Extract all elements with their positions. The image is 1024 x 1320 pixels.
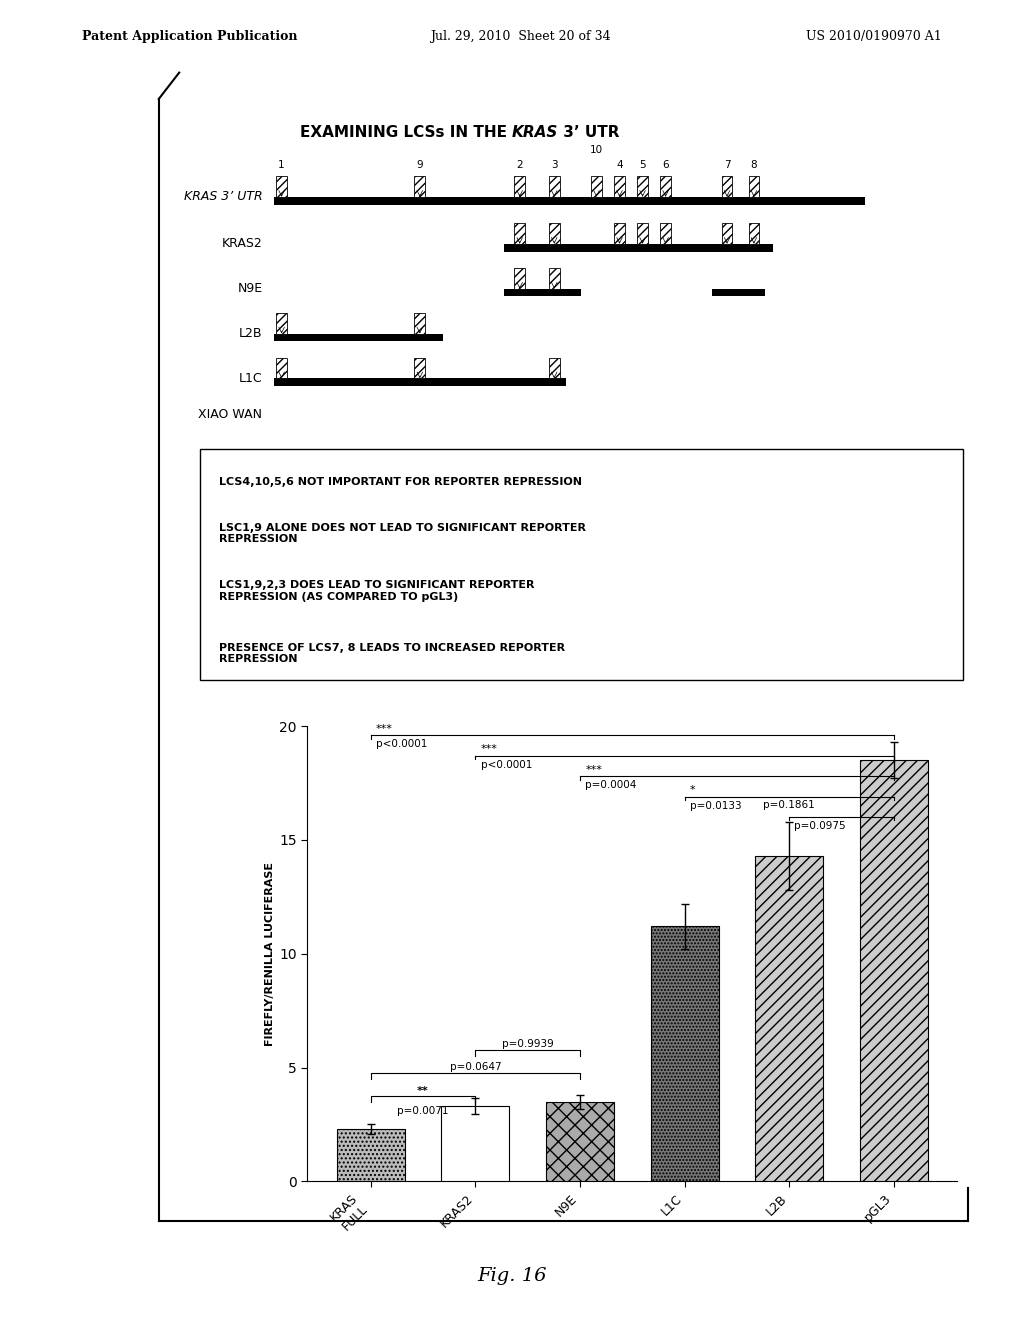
Text: 9: 9 (417, 161, 423, 170)
Bar (549, 223, 559, 244)
Bar (514, 177, 525, 197)
Text: Jul. 29, 2010  Sheet 20 of 34: Jul. 29, 2010 Sheet 20 of 34 (430, 30, 610, 44)
Text: ***: *** (480, 744, 498, 755)
Bar (276, 313, 287, 334)
Text: p=0.0071: p=0.0071 (397, 1106, 449, 1117)
Bar (276, 358, 287, 379)
Text: p<0.0001: p<0.0001 (480, 760, 532, 770)
Text: 2: 2 (516, 161, 523, 170)
Y-axis label: FIREFLY/RENILLA LUCIFERASE: FIREFLY/RENILLA LUCIFERASE (265, 862, 275, 1045)
Bar (505, 244, 773, 252)
Text: L1C: L1C (239, 372, 262, 385)
Bar (591, 177, 602, 197)
Text: p=0.1861: p=0.1861 (763, 800, 815, 810)
Text: 6: 6 (663, 161, 669, 170)
Bar (756, 855, 823, 1181)
Text: 1: 1 (279, 161, 285, 170)
Text: XIAO WAN: XIAO WAN (199, 408, 262, 421)
Bar (505, 289, 582, 297)
Text: Fig. 16: Fig. 16 (477, 1267, 547, 1286)
Bar (274, 334, 443, 342)
Text: LCS4,10,5,6 NOT IMPORTANT FOR REPORTER REPRESSION: LCS4,10,5,6 NOT IMPORTANT FOR REPORTER R… (219, 477, 582, 487)
Text: KRAS2: KRAS2 (221, 238, 262, 251)
Bar (337, 1129, 404, 1181)
Text: 3’ UTR: 3’ UTR (558, 125, 620, 140)
Text: KRAS 3’ UTR: KRAS 3’ UTR (183, 190, 262, 203)
Text: p<0.0001: p<0.0001 (376, 739, 427, 750)
Text: p=0.0004: p=0.0004 (586, 780, 637, 791)
Text: Patent Application Publication: Patent Application Publication (82, 30, 297, 44)
Bar (514, 268, 525, 289)
Text: EXAMINING LCSs IN THE: EXAMINING LCSs IN THE (300, 125, 512, 140)
Text: 7: 7 (724, 161, 730, 170)
Text: p=0.0975: p=0.0975 (795, 821, 846, 832)
Bar (614, 177, 625, 197)
Bar (614, 223, 625, 244)
Bar (660, 223, 671, 244)
Bar (637, 223, 648, 244)
Bar (549, 177, 559, 197)
Text: 8: 8 (751, 161, 757, 170)
Bar (860, 760, 928, 1181)
Bar (722, 177, 732, 197)
Text: 10: 10 (590, 145, 603, 156)
Bar (712, 289, 766, 297)
Text: 4: 4 (616, 161, 623, 170)
Bar (549, 268, 559, 289)
Text: US 2010/0190970 A1: US 2010/0190970 A1 (806, 30, 942, 44)
Bar (274, 197, 865, 205)
Text: p=0.9939: p=0.9939 (502, 1039, 554, 1049)
Bar (722, 223, 732, 244)
Bar (637, 177, 648, 197)
Text: 5: 5 (639, 161, 646, 170)
Text: PRESENCE OF LCS7, 8 LEADS TO INCREASED REPORTER
REPRESSION: PRESENCE OF LCS7, 8 LEADS TO INCREASED R… (219, 643, 565, 664)
Bar (415, 358, 425, 379)
Text: ***: *** (376, 723, 393, 734)
Text: p=0.0647: p=0.0647 (450, 1063, 501, 1072)
FancyBboxPatch shape (200, 449, 963, 680)
Bar (749, 177, 760, 197)
Text: ***: *** (586, 766, 602, 775)
Text: KRAS: KRAS (512, 125, 558, 140)
Bar (274, 379, 566, 385)
Text: **: ** (417, 1086, 429, 1096)
Text: 3: 3 (551, 161, 557, 170)
Text: L2B: L2B (239, 327, 262, 341)
Text: N9E: N9E (238, 282, 262, 296)
Text: p=0.0133: p=0.0133 (690, 801, 741, 810)
Bar (546, 1102, 614, 1181)
Bar (749, 223, 760, 244)
Bar (650, 927, 719, 1181)
Bar (415, 313, 425, 334)
Text: LSC1,9 ALONE DOES NOT LEAD TO SIGNIFICANT REPORTER
REPRESSION: LSC1,9 ALONE DOES NOT LEAD TO SIGNIFICAN… (219, 523, 586, 544)
Bar (276, 177, 287, 197)
Text: *: * (690, 785, 695, 796)
Bar (514, 223, 525, 244)
Bar (660, 177, 671, 197)
Bar (549, 358, 559, 379)
Text: LCS1,9,2,3 DOES LEAD TO SIGNIFICANT REPORTER
REPRESSION (AS COMPARED TO pGL3): LCS1,9,2,3 DOES LEAD TO SIGNIFICANT REPO… (219, 581, 535, 602)
Bar (415, 177, 425, 197)
Bar (441, 1106, 509, 1181)
